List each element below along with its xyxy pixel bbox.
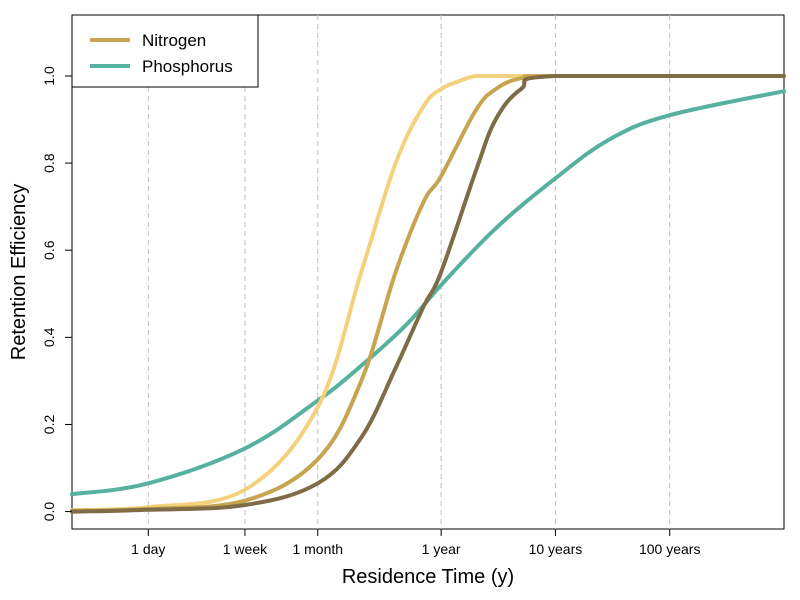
x-axis: 1 day 1 week 1 month 1 year 10 years 100 year…	[131, 529, 700, 557]
y-axis: 0.0 0.2 0.4 0.6 0.8 1.0	[41, 66, 72, 521]
y-tick-label: 0.0	[41, 502, 57, 522]
legend-box	[71, 14, 259, 88]
y-tick-label: 0.6	[41, 240, 57, 260]
series-line-nitrogen-0	[70, 74, 786, 513]
x-tick-label: 1 week	[223, 541, 268, 557]
series-layer	[70, 74, 786, 514]
series-line-nitrogen-1	[70, 74, 786, 513]
legend: Nitrogen Phosphorus	[71, 14, 259, 88]
y-axis-title: Retention Efficiency	[8, 184, 30, 360]
x-tick-label: 1 month	[292, 541, 343, 557]
x-tick-label: 100 years	[639, 541, 700, 557]
y-tick-label: 0.2	[41, 415, 57, 435]
series-line-nitrogen-2	[70, 74, 786, 514]
y-tick-label: 1.0	[41, 66, 57, 86]
series-line-phosphorus-3	[70, 89, 786, 497]
x-tick-label: 1 year	[422, 541, 461, 557]
legend-label-nitrogen: Nitrogen	[142, 31, 206, 50]
y-tick-label: 0.8	[41, 153, 57, 173]
x-axis-title: Residence Time (y)	[342, 566, 514, 588]
y-tick-label: 0.4	[41, 327, 57, 347]
x-tick-label: 1 day	[131, 541, 165, 557]
legend-label-phosphorus: Phosphorus	[142, 57, 233, 76]
plot-frame	[71, 14, 785, 530]
x-tick-label: 10 years	[529, 541, 583, 557]
grid-lines	[147, 15, 671, 529]
